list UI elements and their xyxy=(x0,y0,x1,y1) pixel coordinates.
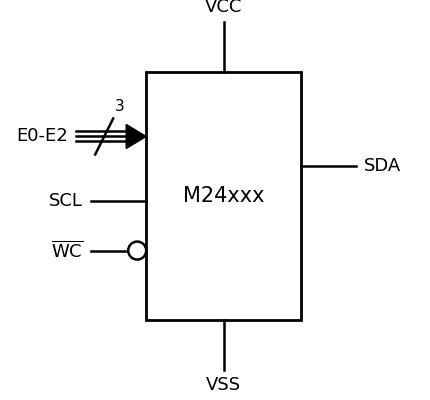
Text: $\overline{\mathsf{WC}}$: $\overline{\mathsf{WC}}$ xyxy=(51,240,83,261)
Text: SCL: SCL xyxy=(49,192,83,210)
Text: 3: 3 xyxy=(115,100,125,114)
Text: SDA: SDA xyxy=(364,157,401,175)
Text: E0-E2: E0-E2 xyxy=(16,128,68,146)
Text: VCC: VCC xyxy=(205,0,242,16)
Polygon shape xyxy=(126,124,146,148)
Text: M24xxx: M24xxx xyxy=(183,186,264,206)
Circle shape xyxy=(128,242,146,260)
Bar xyxy=(146,72,301,320)
Text: VSS: VSS xyxy=(206,376,241,394)
